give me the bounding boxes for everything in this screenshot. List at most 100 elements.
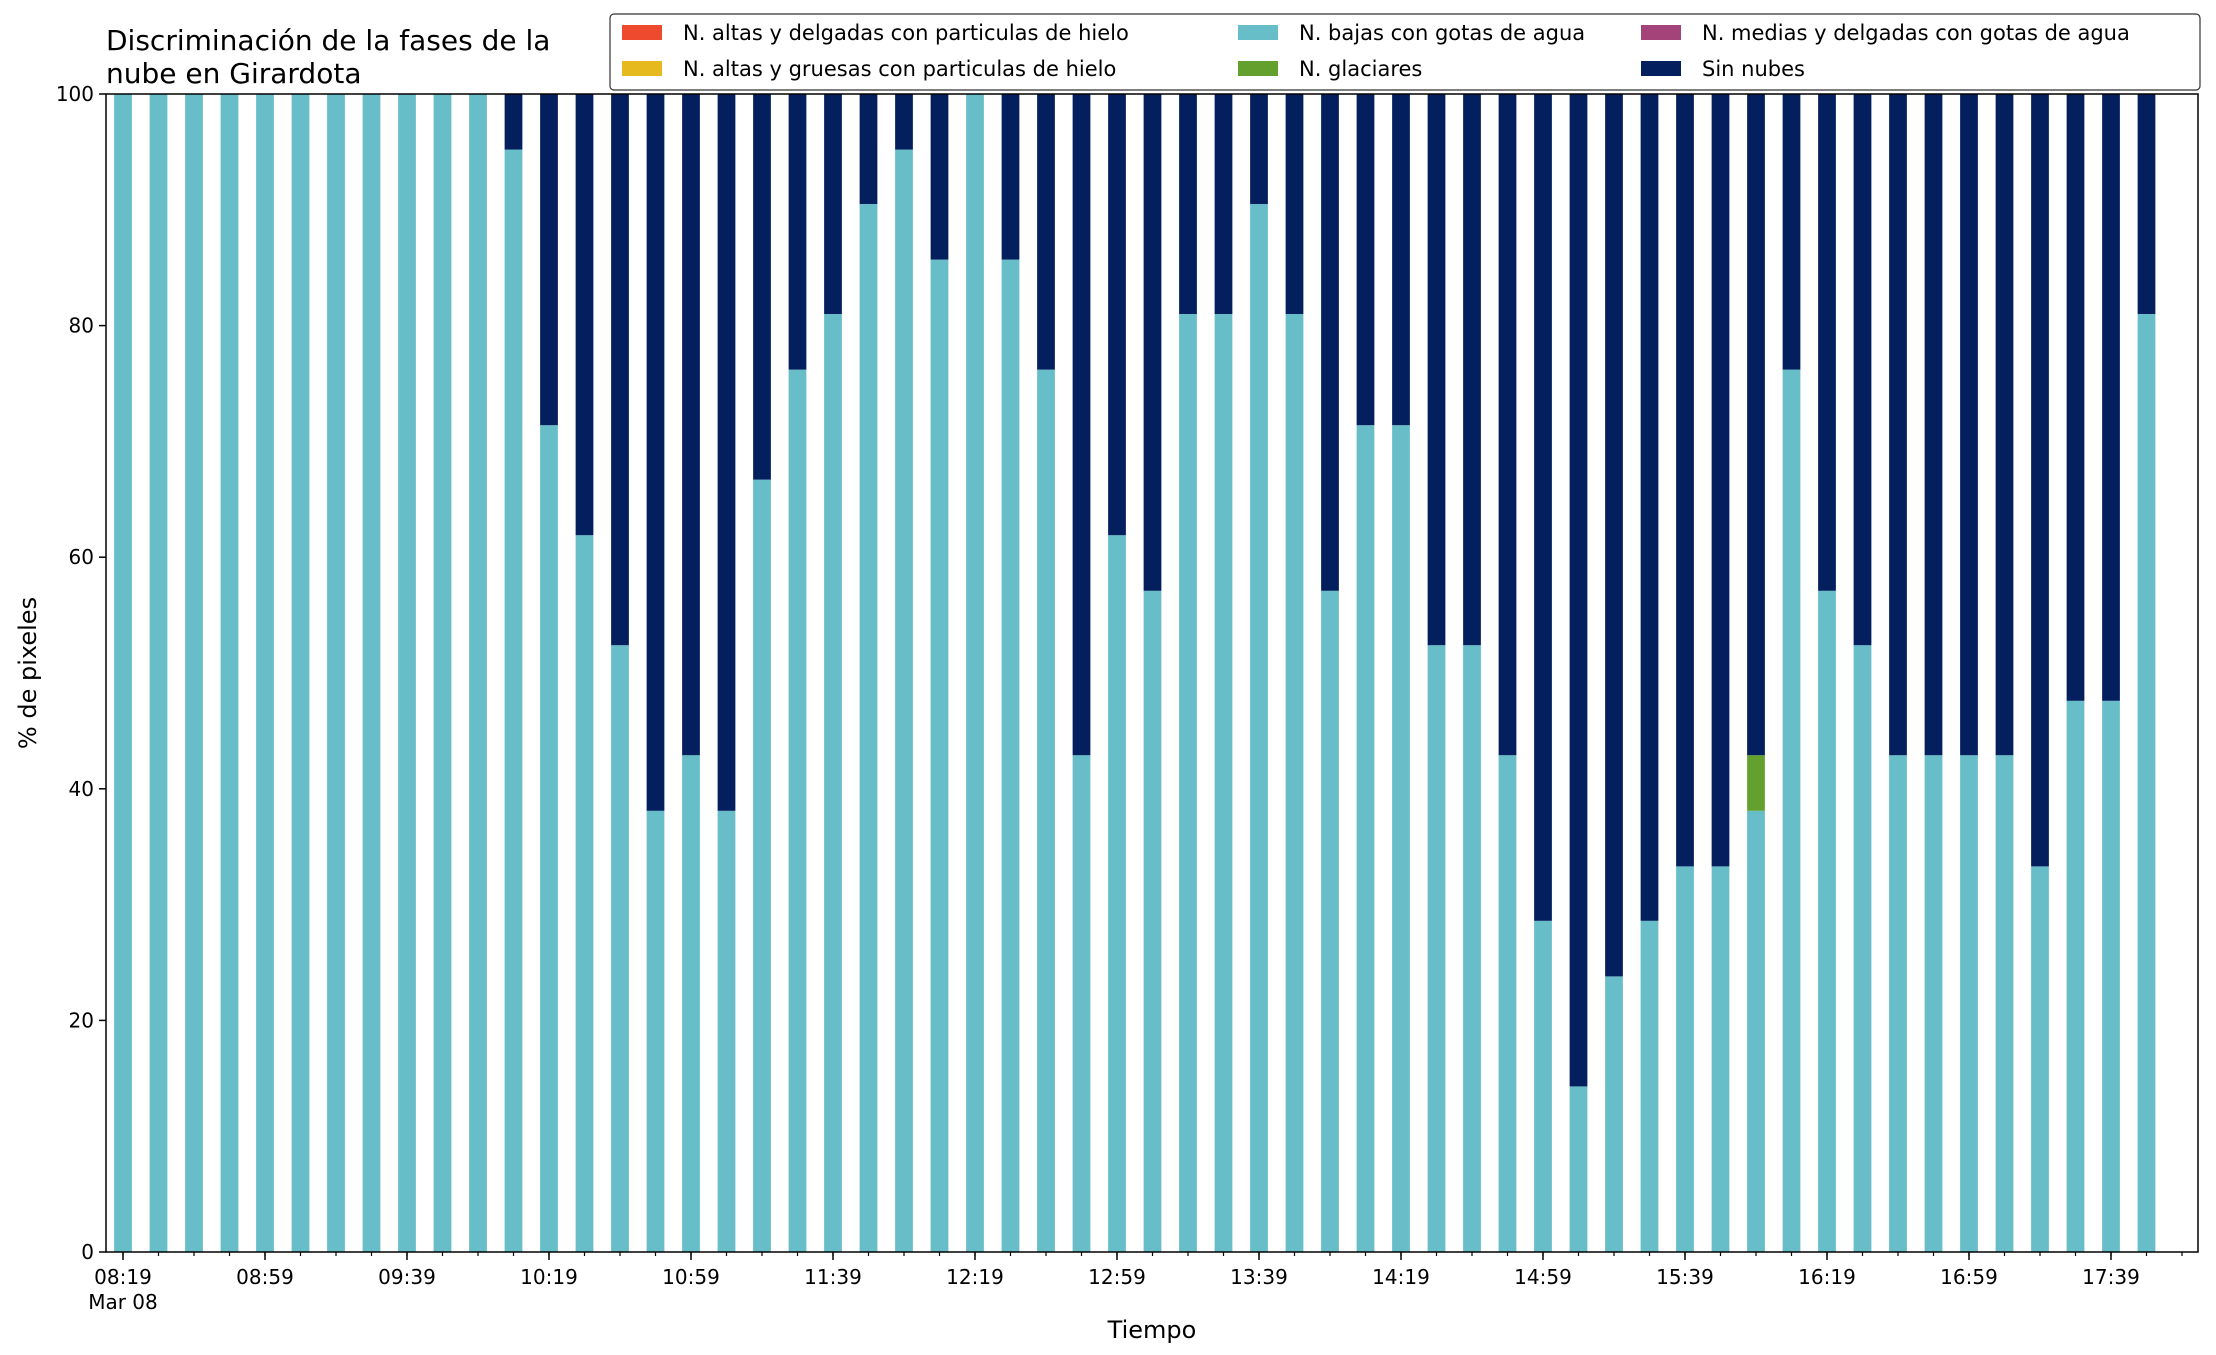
x-tick-label: 16:19 bbox=[1798, 1265, 1856, 1289]
x-tick-label: 08:59 bbox=[236, 1265, 294, 1289]
bar-segment bbox=[1818, 94, 1836, 591]
bar-segment bbox=[1569, 94, 1588, 1087]
x-tick-label: 12:19 bbox=[946, 1265, 1004, 1289]
x-tick-label: 10:59 bbox=[662, 1265, 720, 1289]
bar-segment bbox=[611, 645, 629, 1252]
bar-segment bbox=[1640, 920, 1659, 1252]
bar-segment bbox=[1782, 369, 1801, 1252]
x-tick-label: 09:39 bbox=[378, 1265, 436, 1289]
bar-segment bbox=[1498, 94, 1517, 756]
bar-segment bbox=[1676, 94, 1694, 867]
bar-segment bbox=[504, 149, 523, 1253]
x-tick-label: 10:19 bbox=[520, 1265, 578, 1289]
y-axis: 0 20 40 60 80 100 bbox=[56, 82, 106, 1264]
bar-segment bbox=[824, 314, 842, 1252]
bar-segment bbox=[966, 94, 984, 1252]
bar-segment bbox=[1889, 94, 1907, 756]
bar-segment bbox=[2137, 314, 2156, 1252]
bar-segment bbox=[504, 94, 523, 150]
bar-segment bbox=[1960, 94, 1978, 756]
bar-segment bbox=[1818, 590, 1836, 1252]
bar-segment bbox=[291, 94, 310, 1252]
bar-segment bbox=[1711, 94, 1730, 867]
bar-segment bbox=[753, 479, 771, 1252]
legend: N. altas y delgadas con particulas de hi… bbox=[609, 13, 2201, 91]
bar-segment bbox=[859, 204, 878, 1252]
bar-segment bbox=[895, 94, 913, 150]
bar-segment bbox=[1889, 755, 1907, 1252]
bar-segment bbox=[114, 94, 132, 1252]
bar-segment bbox=[1214, 94, 1233, 315]
bar-segment bbox=[1392, 94, 1410, 426]
x-tick-sublabel: Mar 08 bbox=[88, 1290, 158, 1314]
legend-swatch bbox=[1238, 25, 1278, 40]
bar-segment bbox=[717, 94, 736, 811]
bar-segment bbox=[1711, 866, 1730, 1252]
bar-segment bbox=[1853, 645, 1872, 1252]
bars-group bbox=[114, 94, 2156, 1253]
bar-segment bbox=[646, 810, 665, 1252]
x-tick-label: 11:39 bbox=[804, 1265, 862, 1289]
bar-segment bbox=[575, 535, 594, 1252]
legend-swatch bbox=[1641, 25, 1681, 40]
bar-segment bbox=[540, 94, 558, 426]
y-tick-label: 80 bbox=[69, 314, 94, 338]
legend-swatch bbox=[1641, 61, 1681, 76]
bar-segment bbox=[1143, 94, 1162, 591]
legend-entry-label: N. bajas con gotas de agua bbox=[1299, 21, 1585, 45]
bar-segment bbox=[1569, 1086, 1588, 1252]
bar-segment bbox=[1214, 314, 1233, 1252]
bar-segment bbox=[788, 94, 807, 370]
bar-segment bbox=[1853, 94, 1872, 646]
bar-segment bbox=[895, 149, 913, 1253]
bar-segment bbox=[1747, 810, 1765, 1252]
bar-segment bbox=[2102, 94, 2120, 701]
bar-segment bbox=[220, 94, 239, 1252]
bar-segment bbox=[149, 94, 168, 1252]
y-tick-label: 60 bbox=[69, 545, 94, 569]
bar-segment bbox=[1037, 94, 1055, 370]
bar-segment bbox=[682, 755, 700, 1252]
bar-segment bbox=[1285, 314, 1304, 1252]
bar-segment bbox=[1534, 94, 1552, 921]
legend-swatch bbox=[1238, 61, 1278, 76]
bar-segment bbox=[1143, 590, 1162, 1252]
bar-segment bbox=[1676, 866, 1694, 1252]
bar-segment bbox=[1001, 259, 1020, 1252]
x-tick-label: 08:19 bbox=[94, 1265, 152, 1289]
legend-entry-label: Sin nubes bbox=[1702, 57, 1805, 81]
bar-segment bbox=[575, 94, 594, 536]
bar-segment bbox=[1072, 755, 1091, 1252]
bar-segment bbox=[540, 425, 558, 1252]
bar-segment bbox=[1356, 94, 1375, 426]
bar-segment bbox=[824, 94, 842, 315]
legend-entry-label: N. altas y gruesas con particulas de hie… bbox=[683, 57, 1116, 81]
bar-segment bbox=[362, 94, 381, 1252]
bar-segment bbox=[1782, 94, 1801, 370]
x-tick-label: 16:59 bbox=[1940, 1265, 1998, 1289]
legend-swatch bbox=[622, 25, 662, 40]
bar-segment bbox=[646, 94, 665, 811]
bar-segment bbox=[859, 94, 878, 205]
y-axis-label: % de pixeles bbox=[14, 597, 42, 749]
x-tick-label: 12:59 bbox=[1088, 1265, 1146, 1289]
bar-segment bbox=[2031, 866, 2049, 1252]
bar-segment bbox=[1960, 755, 1978, 1252]
bar-segment bbox=[256, 94, 274, 1252]
x-tick-label: 14:19 bbox=[1372, 1265, 1430, 1289]
y-tick-label: 40 bbox=[69, 777, 94, 801]
bar-segment bbox=[1250, 204, 1268, 1252]
bar-segment bbox=[185, 94, 203, 1252]
bar-segment bbox=[327, 94, 345, 1252]
y-tick-label: 0 bbox=[81, 1240, 94, 1264]
bar-segment bbox=[1995, 94, 2014, 756]
chart-title-line-1: Discriminación de la fases de la bbox=[106, 24, 550, 57]
bar-segment bbox=[1108, 535, 1126, 1252]
bar-segment bbox=[1747, 755, 1765, 811]
bar-segment bbox=[1498, 755, 1517, 1252]
bar-segment bbox=[1924, 94, 1943, 756]
bar-segment bbox=[1605, 94, 1623, 977]
x-tick-label: 15:39 bbox=[1656, 1265, 1714, 1289]
